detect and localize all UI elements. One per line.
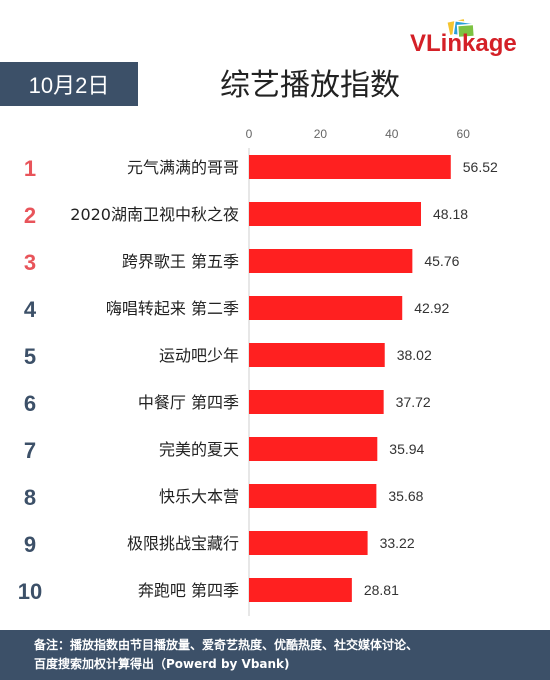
logo-frames-icon: [445, 18, 476, 39]
rank-number: 9: [24, 532, 36, 557]
x-tick-label: 40: [385, 127, 399, 141]
bar: [249, 249, 413, 273]
bar: [249, 390, 384, 414]
date-badge: 10月2日: [0, 62, 138, 106]
category-label: 完美的夏天: [159, 440, 239, 459]
x-tick-label: 60: [457, 127, 471, 141]
bar-value-label: 35.94: [389, 441, 424, 457]
bar-chart: 0 20 40 60 1 元气满满的哥哥 56.52 2 2020湖南卫视中秋之夜 48.18 3 跨…: [18, 127, 498, 616]
x-tick-label: 0: [246, 127, 253, 141]
category-label: 2020湖南卫视中秋之夜: [70, 205, 239, 224]
footer-line-2: 百度搜索加权计算得出（Powerd by Vbank): [34, 657, 290, 671]
category-label: 极限挑战宝藏行: [127, 534, 239, 553]
footer-line-1: 备注：播放指数由节目播放量、爱奇艺热度、优酷热度、社交媒体讨论、: [34, 638, 419, 652]
bar-value-label: 48.18: [433, 206, 468, 222]
bar-value-label: 56.52: [463, 159, 498, 175]
category-label: 快乐大本营: [159, 487, 239, 506]
bar: [249, 531, 368, 555]
bar: [249, 484, 377, 508]
rank-number: 3: [24, 250, 36, 275]
bar: [249, 578, 352, 602]
rank-number: 1: [24, 156, 36, 181]
bar-value-label: 37.72: [396, 394, 431, 410]
rank-number: 4: [24, 297, 37, 322]
bar: [249, 343, 385, 367]
bar-value-label: 42.92: [414, 300, 449, 316]
rank-number: 10: [18, 579, 42, 604]
category-label: 中餐厅 第四季: [138, 393, 239, 412]
bar-value-label: 38.02: [397, 347, 432, 363]
vlinkage-logo: VLinkage: [410, 18, 540, 62]
category-label: 运动吧少年: [159, 346, 239, 365]
bar: [249, 202, 422, 226]
category-label: 跨界歌王 第五季: [122, 252, 239, 271]
rank-number: 2: [24, 203, 36, 228]
bar-value-label: 33.22: [380, 535, 415, 551]
rank-number: 6: [24, 391, 36, 416]
category-label: 元气满满的哥哥: [127, 158, 239, 177]
bar-value-label: 28.81: [364, 582, 399, 598]
logo-text: VLinkage: [410, 30, 517, 57]
bar-value-label: 35.68: [388, 488, 423, 504]
bar: [249, 437, 378, 461]
category-label: 嗨唱转起来 第二季: [106, 299, 239, 318]
rank-number: 5: [24, 344, 36, 369]
bar-value-label: 45.76: [424, 253, 459, 269]
rank-number: 8: [24, 485, 36, 510]
rank-number: 7: [24, 438, 36, 463]
category-label: 奔跑吧 第四季: [138, 581, 239, 600]
bar: [249, 296, 403, 320]
footer-note: 备注：播放指数由节目播放量、爱奇艺热度、优酷热度、社交媒体讨论、 百度搜索加权计…: [0, 630, 550, 680]
x-tick-label: 20: [314, 127, 328, 141]
page-title: 综艺播放指数: [220, 68, 400, 103]
bar: [249, 155, 451, 179]
